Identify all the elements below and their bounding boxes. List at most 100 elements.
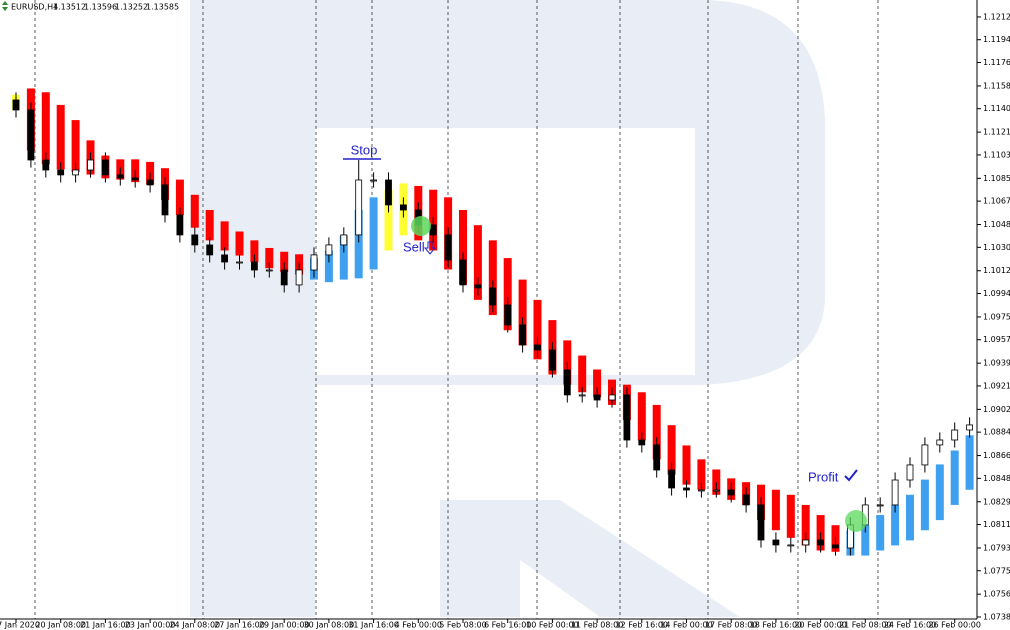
candle-body (698, 489, 705, 492)
indicator-bar (71, 120, 80, 173)
y-tick-label: 1.08660 (983, 451, 1010, 460)
y-tick-label: 1.08480 (983, 474, 1010, 483)
indicator-bar (488, 240, 497, 316)
candle-body (355, 179, 363, 236)
y-tick-label: 1.10485 (983, 220, 1010, 229)
x-tick-label: 17 Jan 2020 (0, 621, 40, 630)
candle-body (787, 544, 795, 547)
candle-body (72, 169, 79, 176)
candle-body (12, 99, 20, 111)
indicator-bar (965, 435, 974, 490)
indicator-bar (339, 235, 348, 280)
indicator-bar (593, 369, 602, 398)
annotations: Stop Sell Profit (343, 142, 867, 532)
candle-body (891, 479, 899, 506)
indicator-bar (906, 494, 914, 541)
candle-body (832, 544, 839, 549)
candle-body (42, 159, 50, 171)
candle-body (295, 269, 303, 286)
x-tick-label: 4 Feb 00:00 (395, 621, 442, 630)
indicator-bar (280, 251, 289, 273)
candle-body (549, 349, 556, 371)
x-tick-label: 26 Feb 00:00 (928, 621, 980, 630)
candle-body (817, 539, 824, 546)
candle-body (370, 179, 378, 182)
x-tick-label: 23 Jan 00:00 (125, 621, 176, 630)
candle-body (712, 489, 720, 492)
sell-label: Sell (403, 239, 425, 254)
indicator-bar (384, 189, 393, 251)
y-tick-label: 1.07565 (983, 590, 1010, 599)
candle-body (325, 244, 333, 256)
indicator-bar (771, 489, 780, 531)
y-tick-label: 1.09755 (983, 312, 1010, 321)
candle-body (653, 444, 661, 471)
candle-body (623, 394, 631, 441)
candle-body (385, 179, 392, 206)
y-tick-label: 1.11215 (983, 128, 1010, 137)
indicator-bar (682, 445, 691, 485)
indicator-bar (786, 494, 795, 538)
candles (12, 92, 973, 556)
indicator-bar (220, 221, 229, 251)
candle-body (459, 259, 467, 286)
candle-body (310, 254, 318, 271)
y-tick-label: 1.07385 (983, 612, 1010, 621)
y-tick-label: 1.11765 (983, 58, 1010, 67)
x-tick-label: 14 Feb 00:00 (660, 621, 712, 630)
candle-body (742, 494, 750, 506)
indicator-bar (265, 247, 274, 269)
candle-body (102, 159, 109, 176)
indicator-bar (473, 225, 482, 300)
indicator-bar (578, 355, 587, 393)
candle-body (668, 469, 675, 489)
y-tick-label: 1.11400 (983, 104, 1010, 113)
y-tick-label: 1.12125 (983, 12, 1010, 21)
y-tick-label: 1.10850 (983, 174, 1010, 183)
x-tick-label: 24 Feb 16:00 (884, 621, 936, 630)
candle-body (340, 234, 348, 246)
indicator-bar (652, 404, 661, 460)
indicator-bar (861, 525, 870, 556)
x-tick-label: 20 Feb 00:00 (794, 621, 846, 630)
candle-body (146, 179, 154, 186)
candle-body (399, 204, 407, 211)
header-open: 1.13512 (53, 3, 86, 12)
y-tick-label: 1.07750 (983, 566, 1010, 575)
y-tick-label: 1.08295 (983, 497, 1010, 506)
header-high: 1.13596 (84, 3, 117, 12)
candle-body (638, 439, 646, 446)
header-close: 1.13585 (146, 3, 179, 12)
candle-body (772, 539, 780, 546)
header-symbol: EURUSD,H4 (11, 3, 58, 12)
candle-body (429, 224, 437, 236)
indicator-bar (190, 194, 199, 228)
x-tick-label: 5 Feb 08:00 (439, 621, 486, 630)
y-tick-label: 1.10305 (983, 243, 1010, 252)
candle-body (27, 109, 35, 161)
period-separators (34, 0, 879, 619)
candle-body (936, 439, 944, 446)
x-tick-label: 6 Feb 16:00 (484, 621, 531, 630)
indicator-bar (637, 392, 646, 441)
y-tick-label: 1.08115 (983, 520, 1010, 529)
indicator-bar (235, 231, 244, 256)
candle-body (534, 344, 541, 351)
exit-marker (845, 510, 867, 532)
indicator-bar (920, 479, 929, 531)
indicator-bar (41, 92, 50, 165)
indicator-bar (801, 504, 810, 546)
candle-body (280, 269, 288, 286)
candle-body (176, 214, 184, 236)
y-tick-label: 1.07930 (983, 543, 1010, 552)
indicator-bar (250, 240, 259, 262)
y-tick-label: 1.11035 (983, 150, 1010, 159)
candle-body (191, 234, 199, 246)
header-icon (2, 1, 8, 11)
indicator-bar (503, 258, 512, 331)
candle-body (131, 177, 139, 181)
indicator-bar (950, 450, 959, 505)
candle-body (489, 287, 497, 306)
